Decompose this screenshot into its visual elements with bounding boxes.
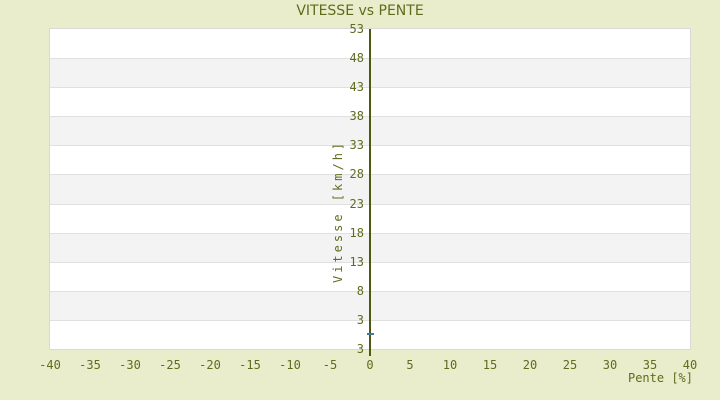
x-tick-label: -25: [159, 358, 181, 372]
x-tick-label: 20: [522, 358, 538, 372]
y-tick-label: 33: [349, 138, 364, 153]
y-axis-line: [369, 29, 371, 356]
x-tick-label: 10: [442, 358, 458, 372]
data-point-marker: [366, 333, 374, 336]
y-tick-label: 18: [349, 225, 364, 240]
y-tick-label: 53: [349, 22, 364, 36]
y-tick-label: 23: [349, 196, 364, 211]
chart-title: VITESSE vs PENTE: [296, 3, 424, 19]
x-tick-label: 15: [482, 358, 498, 372]
x-tick-label: -10: [279, 358, 301, 372]
x-tick-label: -30: [119, 358, 141, 372]
y-tick-label: 43: [349, 80, 364, 95]
y-tick-label: 13: [349, 254, 364, 269]
x-tick-label: -5: [322, 358, 338, 372]
x-axis-title: Pente [%]: [627, 371, 693, 385]
y-axis-title: Vitesse [km/h]: [331, 139, 345, 283]
y-tick-label: 48: [349, 51, 364, 66]
x-tick-label: 25: [562, 358, 578, 372]
y-axis-end-label: 3: [356, 342, 364, 356]
y-tick-label: 8: [356, 283, 364, 298]
y-tick-label: 38: [349, 109, 364, 124]
x-tick-label: 40: [682, 358, 698, 372]
x-tick-label: -15: [239, 358, 261, 372]
x-tick-label: 5: [406, 358, 414, 372]
y-tick-label: 3: [356, 312, 364, 327]
x-tick-label: 0: [366, 358, 374, 372]
x-tick-label: 30: [602, 358, 618, 372]
x-tick-label: 35: [642, 358, 658, 372]
x-tick-label: -20: [199, 358, 221, 372]
plot-area: 53 48 43 38 33 28 23 18 13 8 3 3 -40 -35 -30 -25 -20 -15-…: [39, 22, 697, 372]
x-tick-label: -40: [39, 358, 61, 372]
x-tick-label: -35: [79, 358, 101, 372]
y-tick-label: 28: [349, 167, 364, 182]
